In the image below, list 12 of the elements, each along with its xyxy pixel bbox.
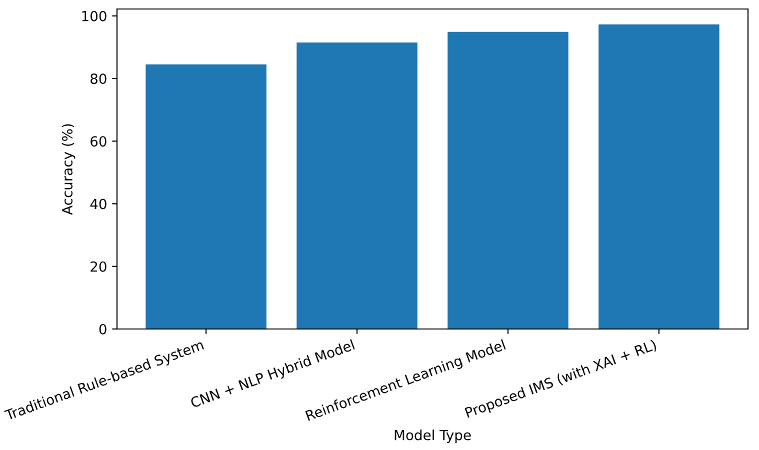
x-axis-title: Model Type bbox=[394, 430, 471, 443]
bar bbox=[296, 42, 418, 329]
y-axis-title: Accuracy (%) bbox=[62, 124, 76, 215]
y-tick-label: 0 bbox=[99, 324, 106, 334]
bar bbox=[598, 24, 720, 329]
y-tick-label: 60 bbox=[90, 136, 106, 147]
y-tick-label: 20 bbox=[90, 261, 106, 272]
y-tick-label: 100 bbox=[82, 10, 106, 22]
bar bbox=[146, 64, 266, 329]
y-tick-label: 80 bbox=[90, 73, 106, 84]
bar bbox=[448, 32, 568, 329]
y-tick-label: 40 bbox=[90, 198, 106, 210]
